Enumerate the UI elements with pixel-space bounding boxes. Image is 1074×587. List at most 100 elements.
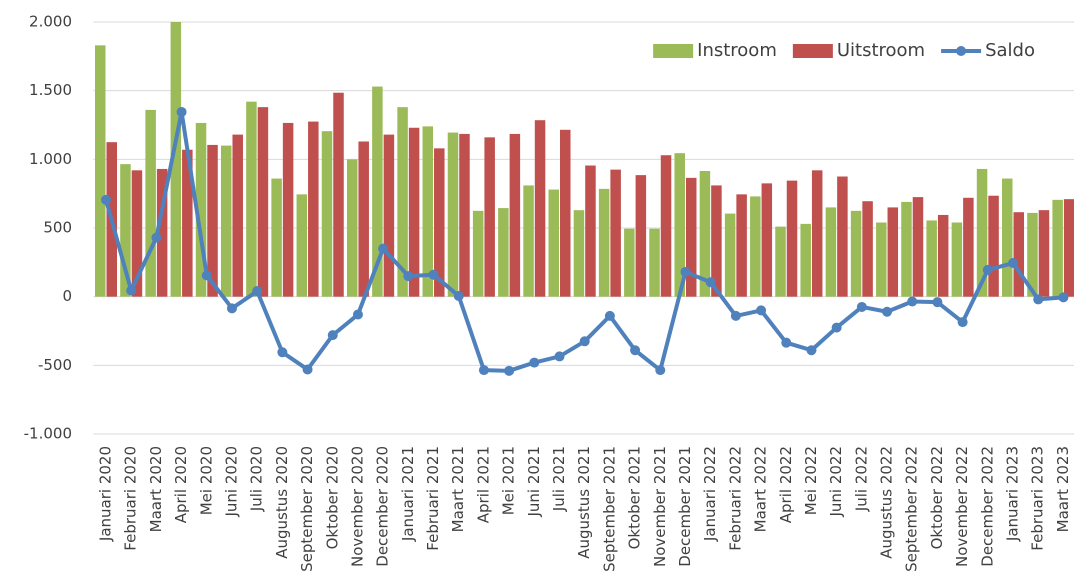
legend-label: Uitstroom <box>837 40 925 61</box>
line-point <box>1058 292 1069 303</box>
x-tick-label: December 2021 <box>676 446 694 567</box>
bars <box>94 22 1074 297</box>
x-tick-label: April 2020 <box>172 446 190 523</box>
bar <box>534 120 546 297</box>
legend-item: Saldo <box>941 40 1035 61</box>
bar <box>523 185 534 297</box>
x-tick-label: April 2022 <box>777 446 795 523</box>
x-tick-label: Juli 2022 <box>852 446 870 512</box>
line-point <box>882 306 893 317</box>
legend-swatch <box>653 44 694 58</box>
line-point <box>378 243 389 254</box>
bar <box>711 185 722 297</box>
y-tick-label: 1.000 <box>29 150 72 168</box>
bar <box>246 101 257 297</box>
bar <box>963 197 974 297</box>
y-tick-label: 500 <box>43 219 72 237</box>
bar <box>560 129 571 297</box>
lines <box>100 106 1069 376</box>
bar <box>120 164 131 297</box>
x-tick-label: Augustus 2020 <box>273 446 291 559</box>
bar <box>372 86 383 297</box>
x-tick-label: Januari 2023 <box>1004 446 1022 542</box>
x-tick-label: Januari 2020 <box>96 446 114 542</box>
bar <box>660 155 672 297</box>
x-tick-label: Januari 2021 <box>399 446 417 542</box>
bar <box>750 196 761 297</box>
x-tick-label: Maart 2021 <box>449 446 467 532</box>
x-tick-label: Februari 2020 <box>122 446 140 551</box>
bar <box>358 141 369 297</box>
x-tick-label: Juni 2020 <box>222 446 240 518</box>
x-tick-label: Maart 2022 <box>752 446 770 532</box>
bar <box>850 210 862 297</box>
x-tick-label: November 2020 <box>348 446 366 567</box>
legend: Instroom Uitstroom Saldo <box>653 40 1035 61</box>
legend-label: Instroom <box>697 40 777 61</box>
bar <box>94 45 106 297</box>
bar <box>775 226 786 297</box>
line-point <box>529 357 540 368</box>
legend-label: Saldo <box>985 40 1035 61</box>
x-tick-label: Oktober 2021 <box>626 446 644 549</box>
bar <box>156 168 168 297</box>
x-tick-label: September 2020 <box>298 446 316 572</box>
bar <box>321 131 333 297</box>
line-point <box>403 271 414 282</box>
bar <box>635 175 647 297</box>
bar <box>598 188 610 297</box>
bar <box>624 228 635 297</box>
line-point <box>176 106 187 117</box>
x-tick-label: April 2021 <box>474 446 492 523</box>
bar <box>498 208 509 297</box>
line-point <box>1008 258 1019 269</box>
line-point <box>201 270 212 281</box>
y-tick-label: 0 <box>62 287 72 305</box>
bar <box>1052 199 1063 297</box>
x-tick-label: Juni 2021 <box>525 446 543 518</box>
legend-item: Instroom <box>653 40 777 61</box>
x-tick-label: Februari 2021 <box>424 446 442 551</box>
bar <box>724 213 736 297</box>
x-tick-label: December 2020 <box>374 446 392 567</box>
line-point <box>604 310 615 321</box>
bar <box>1038 210 1050 297</box>
bar <box>837 176 848 297</box>
line-point <box>100 194 111 205</box>
x-tick-label: Oktober 2022 <box>928 446 946 549</box>
x-tick-label: Juli 2020 <box>248 446 266 512</box>
x-tick-label: Maart 2020 <box>147 446 165 532</box>
bar <box>862 201 873 297</box>
line-point <box>680 266 691 277</box>
bar <box>901 201 912 297</box>
bar <box>271 178 282 297</box>
bar <box>548 189 560 297</box>
bar <box>145 109 156 297</box>
line-point <box>252 286 263 297</box>
bar <box>207 144 218 297</box>
x-tick-label: Mei 2022 <box>802 446 820 515</box>
line-point <box>856 301 867 312</box>
bar <box>988 195 999 297</box>
x-tick-label: December 2022 <box>978 446 996 567</box>
line-point <box>655 365 666 376</box>
bar <box>397 107 408 297</box>
bar <box>1027 212 1038 297</box>
line-point <box>428 269 439 280</box>
bar <box>472 210 484 297</box>
bar <box>699 171 711 297</box>
bar <box>951 222 963 297</box>
bar <box>573 210 585 297</box>
bar <box>786 180 798 297</box>
bar <box>333 92 344 297</box>
line-point <box>831 322 842 333</box>
bar <box>484 137 495 297</box>
bar <box>610 169 621 297</box>
y-tick-label: 2.000 <box>29 13 72 31</box>
bar <box>674 153 685 297</box>
bar <box>282 122 294 297</box>
x-tick-label: Juli 2021 <box>550 446 568 512</box>
bar <box>232 134 243 297</box>
bar <box>383 134 395 297</box>
